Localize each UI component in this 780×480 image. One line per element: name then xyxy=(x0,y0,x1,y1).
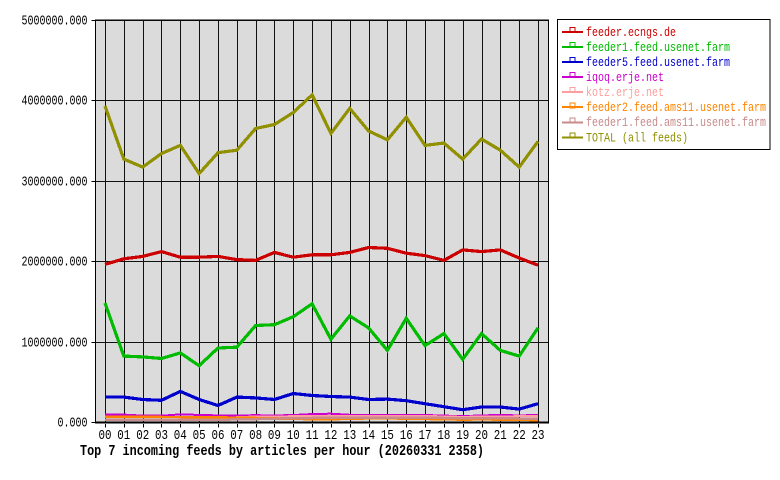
svg-text:09: 09 xyxy=(268,429,281,444)
svg-text:4000000.000: 4000000.000 xyxy=(22,95,88,110)
svg-text:06: 06 xyxy=(212,429,225,444)
svg-text:18: 18 xyxy=(437,429,450,444)
svg-text:03: 03 xyxy=(155,429,168,444)
svg-text:20: 20 xyxy=(475,429,488,444)
svg-text:05: 05 xyxy=(193,429,206,444)
svg-text:feeder2.feed.ams11.usenet.farm: feeder2.feed.ams11.usenet.farm xyxy=(586,100,766,115)
svg-text:00: 00 xyxy=(99,429,112,444)
svg-text:22: 22 xyxy=(513,429,526,444)
svg-text:13: 13 xyxy=(343,429,356,444)
svg-text:1000000.000: 1000000.000 xyxy=(22,337,88,352)
svg-text:15: 15 xyxy=(381,429,394,444)
svg-text:07: 07 xyxy=(230,429,243,444)
svg-text:TOTAL (all feeds): TOTAL (all feeds) xyxy=(586,130,688,145)
svg-text:19: 19 xyxy=(456,429,469,444)
svg-text:17: 17 xyxy=(419,429,432,444)
svg-text:0.000: 0.000 xyxy=(58,417,88,432)
svg-text:01: 01 xyxy=(117,429,130,444)
svg-text:kotz.erje.net: kotz.erje.net xyxy=(586,85,664,100)
svg-text:12: 12 xyxy=(324,429,337,444)
svg-text:5000000.000: 5000000.000 xyxy=(22,15,88,30)
svg-text:3000000.000: 3000000.000 xyxy=(22,176,88,191)
svg-text:Top 7 incoming feeds by articl: Top 7 incoming feeds by articles per hou… xyxy=(80,444,484,460)
svg-text:11: 11 xyxy=(306,429,319,444)
svg-text:feeder1.feed.usenet.farm: feeder1.feed.usenet.farm xyxy=(586,40,730,55)
svg-text:iqoq.erje.net: iqoq.erje.net xyxy=(586,70,664,85)
svg-text:02: 02 xyxy=(136,429,149,444)
svg-text:2000000.000: 2000000.000 xyxy=(22,256,88,271)
svg-text:08: 08 xyxy=(249,429,262,444)
svg-text:21: 21 xyxy=(494,429,507,444)
svg-text:23: 23 xyxy=(532,429,545,444)
svg-text:feeder.ecngs.de: feeder.ecngs.de xyxy=(586,25,676,40)
svg-text:feeder1.feed.ams11.usenet.farm: feeder1.feed.ams11.usenet.farm xyxy=(586,115,766,130)
svg-text:14: 14 xyxy=(362,429,375,444)
svg-text:feeder5.feed.usenet.farm: feeder5.feed.usenet.farm xyxy=(586,55,730,70)
svg-text:16: 16 xyxy=(400,429,413,444)
svg-text:04: 04 xyxy=(174,429,187,444)
svg-text:10: 10 xyxy=(287,429,300,444)
